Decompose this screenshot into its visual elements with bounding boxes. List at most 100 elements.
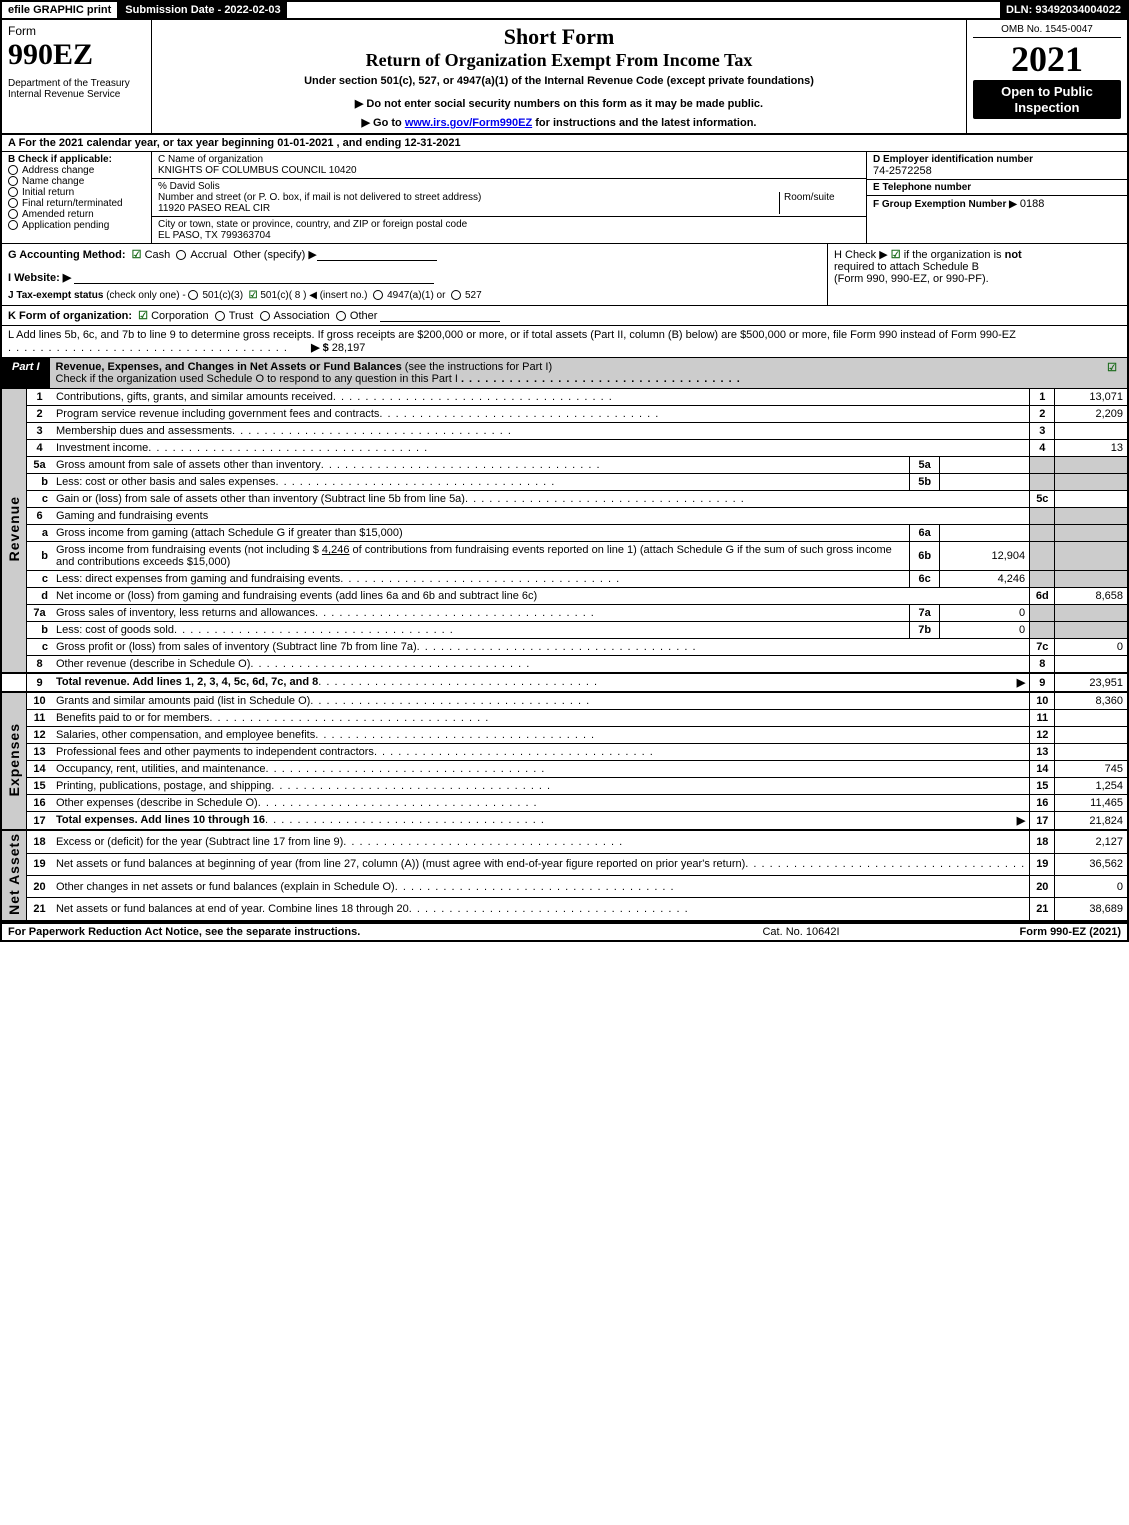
line-5c-value	[1055, 491, 1128, 508]
line-16-value: 11,465	[1055, 795, 1128, 812]
street-label: Number and street (or P. O. box, if mail…	[158, 192, 775, 203]
ssn-warning: ▶ Do not enter social security numbers o…	[158, 97, 960, 110]
group-exemption-value: 0188	[1020, 198, 1044, 210]
col-d: D Employer identification number 74-2572…	[867, 152, 1127, 243]
check-icon: ☑	[138, 310, 148, 322]
line-15-value: 1,254	[1055, 778, 1128, 795]
line-19-desc: Net assets or fund balances at beginning…	[56, 858, 745, 870]
group-exemption-label: F Group Exemption Number ▶	[873, 199, 1017, 210]
omb-number: OMB No. 1545-0047	[973, 24, 1121, 38]
line-12-value	[1055, 727, 1128, 744]
j-label: J Tax-exempt status	[8, 290, 103, 301]
line-14-value: 745	[1055, 761, 1128, 778]
checkbox-amended-return[interactable]	[8, 209, 18, 219]
line-21-value: 38,689	[1055, 898, 1128, 921]
check-icon: ☑	[249, 290, 258, 301]
line-11-value	[1055, 710, 1128, 727]
line-a: A For the 2021 calendar year, or tax yea…	[0, 135, 1129, 152]
dln: DLN: 93492034004022	[1000, 2, 1127, 18]
line-2-desc: Program service revenue including govern…	[56, 408, 379, 420]
line-10-value: 8,360	[1055, 692, 1128, 710]
line-4-value: 13	[1055, 440, 1128, 457]
line-5a-desc: Gross amount from sale of assets other t…	[56, 459, 321, 471]
lines-table: Revenue 1 Contributions, gifts, grants, …	[0, 389, 1129, 922]
arrow-icon: ▶	[1017, 676, 1025, 689]
line-6b-contrib-amt: 4,246	[322, 544, 350, 556]
irs-link[interactable]: www.irs.gov/Form990EZ	[405, 117, 532, 129]
checkbox-501c3[interactable]	[188, 290, 198, 300]
checkbox-application-pending[interactable]	[8, 220, 18, 230]
city-state-zip: EL PASO, TX 799363704	[158, 230, 860, 241]
efile-label: efile GRAPHIC print	[8, 4, 111, 16]
checkbox-other-org[interactable]	[336, 311, 346, 321]
line-15-desc: Printing, publications, postage, and shi…	[56, 780, 271, 792]
street-address: 11920 PASEO REAL CIR	[158, 203, 775, 214]
line-13-value	[1055, 744, 1128, 761]
checkbox-address-change[interactable]	[8, 165, 18, 175]
cat-no: Cat. No. 10642I	[701, 926, 901, 938]
line-1-value: 13,071	[1055, 389, 1128, 406]
line-6a-mval	[940, 525, 1030, 542]
line-6c-mval: 4,246	[940, 571, 1030, 588]
checkbox-initial-return[interactable]	[8, 187, 18, 197]
checkbox-4947a1[interactable]	[373, 290, 383, 300]
line-18-desc: Excess or (deficit) for the year (Subtra…	[56, 836, 343, 848]
row-g-h: G Accounting Method: ☑ Cash Accrual Othe…	[0, 244, 1129, 306]
line-6a-desc: Gross income from gaming (attach Schedul…	[56, 527, 403, 539]
ein-label: D Employer identification number	[873, 154, 1033, 165]
checkbox-association[interactable]	[260, 311, 270, 321]
submission-date: Submission Date - 2022-02-03	[119, 2, 286, 18]
line-20-value: 0	[1055, 875, 1128, 897]
care-of: % David Solis	[158, 181, 860, 192]
gross-receipts-value: 28,197	[332, 342, 366, 354]
line-6-desc: Gaming and fundraising events	[52, 508, 1030, 525]
line-7a-desc: Gross sales of inventory, less returns a…	[56, 607, 315, 619]
line-7b-desc: Less: cost of goods sold	[56, 624, 174, 636]
page-footer: For Paperwork Reduction Act Notice, see …	[0, 922, 1129, 942]
goto-line: ▶ Go to www.irs.gov/Form990EZ for instru…	[158, 116, 960, 129]
line-3-desc: Membership dues and assessments	[56, 425, 232, 437]
tax-year: 2021	[973, 38, 1121, 80]
checkbox-final-return[interactable]	[8, 198, 18, 208]
org-info-block: B Check if applicable: Address change Na…	[0, 152, 1129, 244]
line-6d-value: 8,658	[1055, 588, 1128, 605]
line-6d-desc: Net income or (loss) from gaming and fun…	[56, 590, 537, 602]
ein-value: 74-2572258	[873, 165, 1121, 177]
line-7c-desc: Gross profit or (loss) from sales of inv…	[56, 641, 417, 653]
line-12-desc: Salaries, other compensation, and employ…	[56, 729, 315, 741]
main-title: Return of Organization Exempt From Incom…	[158, 50, 960, 71]
website-input[interactable]	[74, 272, 434, 284]
line-4-desc: Investment income	[56, 442, 148, 454]
dept-treasury: Department of the Treasury	[8, 78, 145, 89]
line-7c-value: 0	[1055, 639, 1128, 656]
irs-label: Internal Revenue Service	[8, 89, 145, 100]
revenue-section-label: Revenue	[1, 389, 27, 673]
col-b: B Check if applicable: Address change Na…	[2, 152, 152, 243]
short-form-title: Short Form	[158, 24, 960, 50]
checkbox-trust[interactable]	[215, 311, 225, 321]
check-icon: ☑	[891, 249, 901, 261]
expenses-section-label: Expenses	[1, 692, 27, 830]
line-16-desc: Other expenses (describe in Schedule O)	[56, 797, 258, 809]
i-label: I Website: ▶	[8, 272, 71, 284]
line-19-value: 36,562	[1055, 853, 1128, 875]
form-number: 990EZ	[8, 38, 145, 72]
part-1-tab: Part I	[2, 358, 50, 388]
checkbox-name-change[interactable]	[8, 176, 18, 186]
line-5b-desc: Less: cost or other basis and sales expe…	[56, 476, 276, 488]
check-icon: ☑	[132, 249, 142, 261]
check-icon: ☑	[1107, 362, 1117, 374]
other-specify-input[interactable]	[317, 249, 437, 261]
phone-label: E Telephone number	[873, 182, 971, 193]
form-ref: Form 990-EZ (2021)	[901, 926, 1121, 938]
checkbox-accrual[interactable]	[176, 250, 186, 260]
other-org-input[interactable]	[380, 310, 500, 322]
under-section: Under section 501(c), 527, or 4947(a)(1)…	[158, 75, 960, 87]
checkbox-527[interactable]	[451, 290, 461, 300]
c-label: C Name of organization	[158, 154, 860, 165]
g-label: G Accounting Method:	[8, 249, 126, 261]
form-header: Form 990EZ Department of the Treasury In…	[0, 20, 1129, 135]
line-5a-mval	[940, 457, 1030, 474]
paperwork-notice: For Paperwork Reduction Act Notice, see …	[8, 926, 701, 938]
h-pre: H Check ▶	[834, 249, 888, 261]
